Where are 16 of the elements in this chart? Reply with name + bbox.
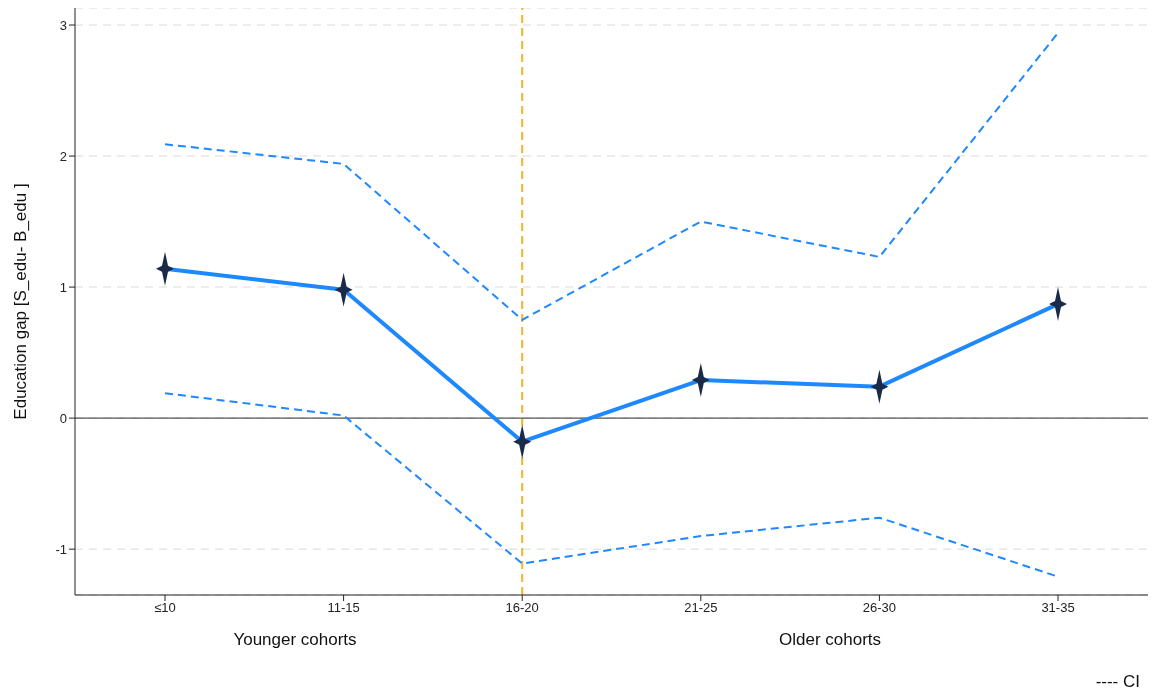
line-series bbox=[164, 31, 1059, 321]
x-tick-label: 26-30 bbox=[862, 600, 897, 616]
text: Younger cohorts bbox=[232, 630, 358, 650]
y-tick-label: 1 bbox=[59, 279, 67, 295]
y-axis-title: Education gap [S_edu- B_edu ] bbox=[11, 183, 31, 420]
x-tick-label: 16-20 bbox=[505, 600, 539, 616]
text: Older cohorts bbox=[777, 630, 882, 650]
y-tick-label: 0 bbox=[59, 410, 67, 426]
x-tick-label: 11-15 bbox=[327, 600, 360, 616]
x-tick-label: 31-35 bbox=[1041, 600, 1075, 616]
text: ---- CI bbox=[1094, 672, 1140, 692]
x-tick-label: ≤10 bbox=[154, 600, 176, 616]
y-tick-label: 3 bbox=[59, 17, 67, 33]
y-tick-label: 2 bbox=[59, 148, 67, 164]
x-tick-label: 21-25 bbox=[684, 600, 718, 616]
y-tick-label: -1 bbox=[55, 541, 67, 557]
